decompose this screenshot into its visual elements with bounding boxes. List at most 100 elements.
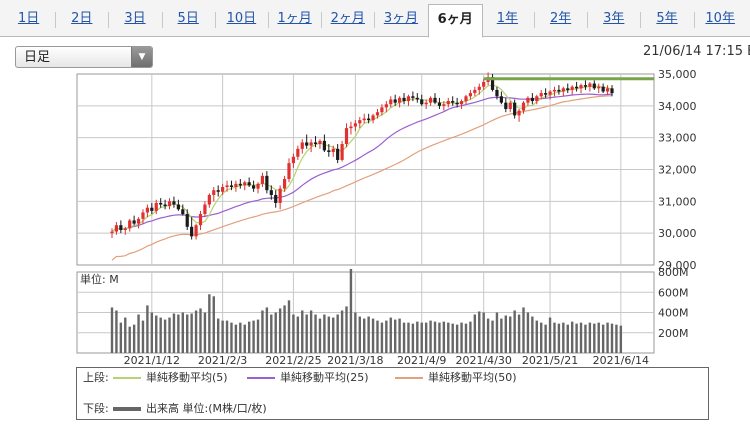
tab-separator	[640, 12, 642, 28]
tab-1[interactable]: 2日	[71, 11, 93, 26]
candle-body	[300, 142, 304, 149]
tab-10[interactable]: 2年	[549, 11, 572, 26]
candle-body	[353, 123, 357, 127]
legend-ma50: 単純移動平均(50)	[395, 371, 517, 385]
candle-body	[278, 188, 282, 203]
volume-bar	[363, 318, 366, 353]
volume-bar	[283, 305, 286, 353]
x-tick-label: 2021/4/30	[455, 354, 511, 367]
candle-body	[526, 97, 530, 103]
volume-bar	[588, 322, 592, 353]
volume-bar	[296, 316, 300, 353]
tab-6[interactable]: 2ヶ月	[330, 11, 365, 26]
volume-bar	[478, 311, 481, 353]
volume-bar	[615, 324, 618, 353]
volume-bar	[619, 325, 623, 353]
tab-7[interactable]: 3ヶ月	[383, 11, 419, 26]
candle-body	[610, 88, 614, 94]
volume-bar	[376, 320, 379, 353]
candle-body	[473, 89, 477, 94]
legend-ma50-label: 単純移動平均(50)	[428, 371, 517, 384]
candle-body	[344, 128, 349, 145]
candle-body	[389, 99, 393, 105]
tab-0[interactable]: 1日	[17, 11, 40, 26]
volume-bar	[186, 314, 189, 353]
tab-8[interactable]: 6ヶ月	[427, 4, 483, 38]
volume-bar	[252, 320, 255, 353]
tab-2[interactable]: 3日	[124, 11, 146, 26]
volume-bar	[141, 320, 145, 353]
candle-body	[154, 202, 158, 211]
tab-12[interactable]: 5年	[656, 11, 678, 26]
volume-bar	[358, 316, 361, 353]
candle-body	[393, 99, 397, 103]
tab-11[interactable]: 3年	[603, 11, 625, 26]
candle-body	[269, 190, 273, 195]
candle-body	[601, 86, 605, 92]
tab-separator	[161, 12, 163, 28]
candle-body	[380, 107, 384, 113]
tab-separator	[214, 12, 216, 28]
tab-5[interactable]: 1ヶ月	[277, 11, 312, 26]
candle-body	[362, 118, 366, 121]
volume-bar	[208, 294, 211, 353]
candle-body	[411, 96, 415, 98]
volume-bar	[597, 322, 600, 353]
candle-body	[198, 214, 203, 226]
volume-bar	[380, 322, 384, 353]
volume-bar	[323, 314, 326, 353]
volume-bar	[305, 314, 308, 353]
volume-bar	[340, 310, 344, 353]
volume-bar	[115, 310, 118, 353]
candle-body	[482, 81, 486, 87]
volume-bar	[199, 308, 202, 353]
x-tick-label: 2021/6/14	[593, 354, 649, 367]
volume-bar	[393, 319, 397, 353]
ma5-line	[111, 84, 613, 233]
volume-bar	[146, 305, 149, 353]
candle-body	[579, 85, 583, 89]
volume-bar	[190, 313, 193, 353]
volume-bar	[247, 321, 251, 353]
volume-bar	[500, 318, 503, 353]
volume-bar	[593, 323, 596, 353]
volume-bar	[168, 317, 171, 353]
candle-body	[185, 214, 189, 227]
candle-body	[588, 83, 592, 87]
candle-body	[535, 96, 539, 102]
tab-13[interactable]: 10年	[705, 11, 735, 26]
tab-4[interactable]: 10日	[226, 11, 257, 26]
candle-body	[548, 91, 552, 95]
volume-bar	[216, 318, 220, 353]
candle-body	[570, 86, 574, 90]
volume-bar	[575, 323, 578, 353]
candle-body	[234, 183, 238, 188]
tab-separator	[374, 12, 376, 28]
period-select[interactable]: 日足 ▼	[15, 46, 153, 68]
volume-bar	[367, 316, 370, 353]
volume-bar	[194, 310, 198, 353]
candle-body	[371, 115, 375, 121]
candle-body	[114, 225, 119, 232]
tab-3[interactable]: 5日	[177, 11, 199, 26]
tab-separator	[268, 12, 269, 28]
candle-body	[190, 226, 194, 237]
candle-body	[566, 88, 570, 90]
candle-body	[451, 101, 455, 103]
volume-bar	[411, 323, 415, 353]
volume-bar	[398, 318, 401, 353]
candle-body	[490, 77, 495, 90]
volume-bar	[110, 307, 114, 353]
tab-9[interactable]: 1年	[496, 11, 519, 26]
volume-bar	[566, 324, 569, 353]
legend-ma5-label: 単純移動平均(5)	[146, 371, 228, 384]
volume-bar	[416, 321, 419, 353]
volume-bar	[424, 322, 428, 353]
candle-body	[583, 85, 588, 87]
candle-body	[132, 220, 136, 224]
tab-separator	[693, 12, 695, 28]
candle-body	[384, 104, 388, 108]
price-tick-label: 34,000	[658, 100, 697, 113]
ma25-swatch	[247, 377, 275, 379]
candle-body	[575, 86, 579, 89]
